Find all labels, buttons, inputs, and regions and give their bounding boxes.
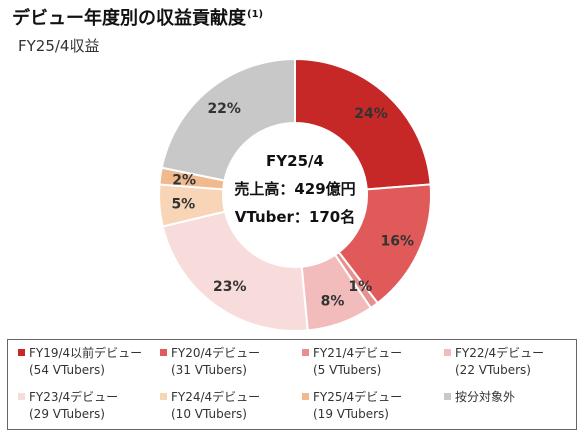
chart-title: デビュー年度別の収益貢献度(1) — [12, 8, 264, 29]
donut-slice — [160, 57, 296, 182]
legend-label: FY22/4デビュー — [455, 346, 545, 360]
legend-vtuber-count: (29 VTubers) — [29, 407, 105, 421]
legend-item: FY22/4デビュー (22 VTubers) — [444, 345, 544, 379]
legend-label: FY23/4デビュー — [29, 390, 119, 404]
center-fiscal-year: FY25/4 — [266, 152, 324, 170]
legend-swatch — [160, 349, 167, 356]
legend-item: 按分対象外 — [444, 389, 515, 406]
legend-label: 按分対象外 — [455, 390, 516, 404]
legend-item: FY19/4以前デビュー (54 VTubers) — [18, 345, 142, 379]
legend-item: FY20/4デビュー (31 VTubers) — [160, 345, 260, 379]
legend-item: FY24/4デビュー (10 VTubers) — [160, 389, 260, 423]
legend-swatch — [444, 393, 451, 400]
slice-value-label: 8% — [321, 294, 345, 310]
title-footnote: (1) — [247, 9, 264, 20]
slice-value-label: 1% — [348, 279, 372, 295]
legend-label: FY21/4デビュー — [313, 346, 403, 360]
donut-chart: 24% 16% 1%8% 23% 5% 2% 22% FY25/4 売上高：429億円 VT… — [158, 57, 432, 332]
legend-vtuber-count: (31 VTubers) — [171, 363, 247, 377]
legend-swatch — [302, 349, 309, 356]
legend-vtuber-count: (10 VTubers) — [171, 407, 247, 421]
legend: FY19/4以前デビュー (54 VTubers) FY20/4デビュー (31 VT… — [7, 339, 577, 430]
slice-labels: 24% 16% 1%8% 23% 5% 2% 22% — [171, 101, 414, 309]
donut-slices — [158, 57, 432, 332]
legend-swatch — [18, 349, 25, 356]
legend-swatch — [160, 393, 167, 400]
legend-label: FY19/4以前デビュー — [29, 346, 143, 360]
legend-swatch — [18, 393, 25, 400]
legend-vtuber-count: (54 VTubers) — [29, 363, 105, 377]
legend-label: FY24/4デビュー — [171, 390, 261, 404]
slice-value-label: 16% — [381, 234, 415, 250]
legend-swatch — [444, 349, 451, 356]
legend-item: FY21/4デビュー (5 VTubers) — [302, 345, 402, 379]
center-revenue: 売上高：429億円 — [234, 180, 355, 198]
chart-subtitle: FY25/4収益 — [18, 37, 100, 55]
legend-vtuber-count: (5 VTubers) — [313, 363, 382, 377]
legend-swatch — [302, 393, 309, 400]
slice-value-label: 2% — [172, 172, 196, 188]
legend-vtuber-count: (22 VTubers) — [455, 363, 531, 377]
legend-vtuber-count: (19 VTubers) — [313, 407, 389, 421]
donut-slice — [294, 57, 432, 191]
slice-value-label: 5% — [171, 197, 195, 213]
legend-label: FY20/4デビュー — [171, 346, 261, 360]
center-vtuber-count: VTuber：170名 — [235, 208, 356, 226]
slice-value-label: 24% — [354, 106, 388, 122]
legend-label: FY25/4デビュー — [313, 390, 403, 404]
slice-value-label: 22% — [207, 101, 241, 117]
legend-item: FY25/4デビュー (19 VTubers) — [302, 389, 402, 423]
slice-value-label: 23% — [213, 279, 247, 295]
donut-slice — [161, 210, 309, 332]
legend-item: FY23/4デビュー (29 VTubers) — [18, 389, 118, 423]
